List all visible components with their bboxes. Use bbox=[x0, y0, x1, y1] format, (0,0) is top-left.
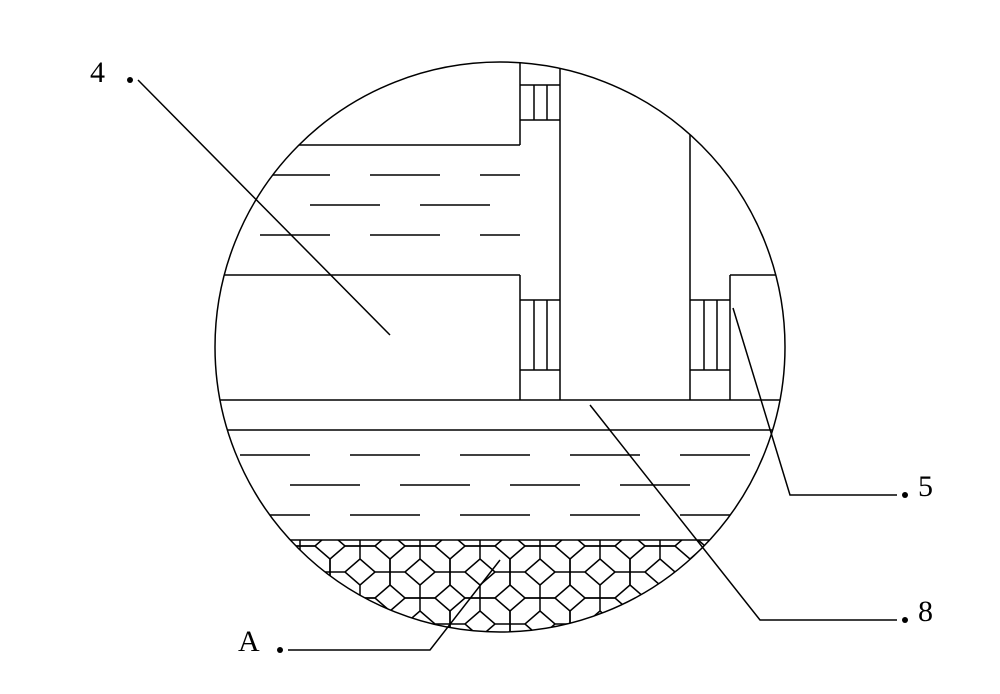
label-5: 5 bbox=[918, 470, 933, 504]
diagram-content bbox=[200, 40, 800, 640]
dashed-layer-upper bbox=[200, 145, 520, 235]
left-connectors bbox=[520, 60, 560, 400]
hex-layer bbox=[200, 540, 800, 640]
label-8: 8 bbox=[918, 595, 933, 629]
vertical-column bbox=[560, 40, 690, 400]
label-A: A bbox=[238, 625, 260, 659]
label-4: 4 bbox=[90, 56, 105, 90]
dashed-layer-lower bbox=[200, 430, 800, 515]
middle-layer bbox=[200, 275, 800, 400]
